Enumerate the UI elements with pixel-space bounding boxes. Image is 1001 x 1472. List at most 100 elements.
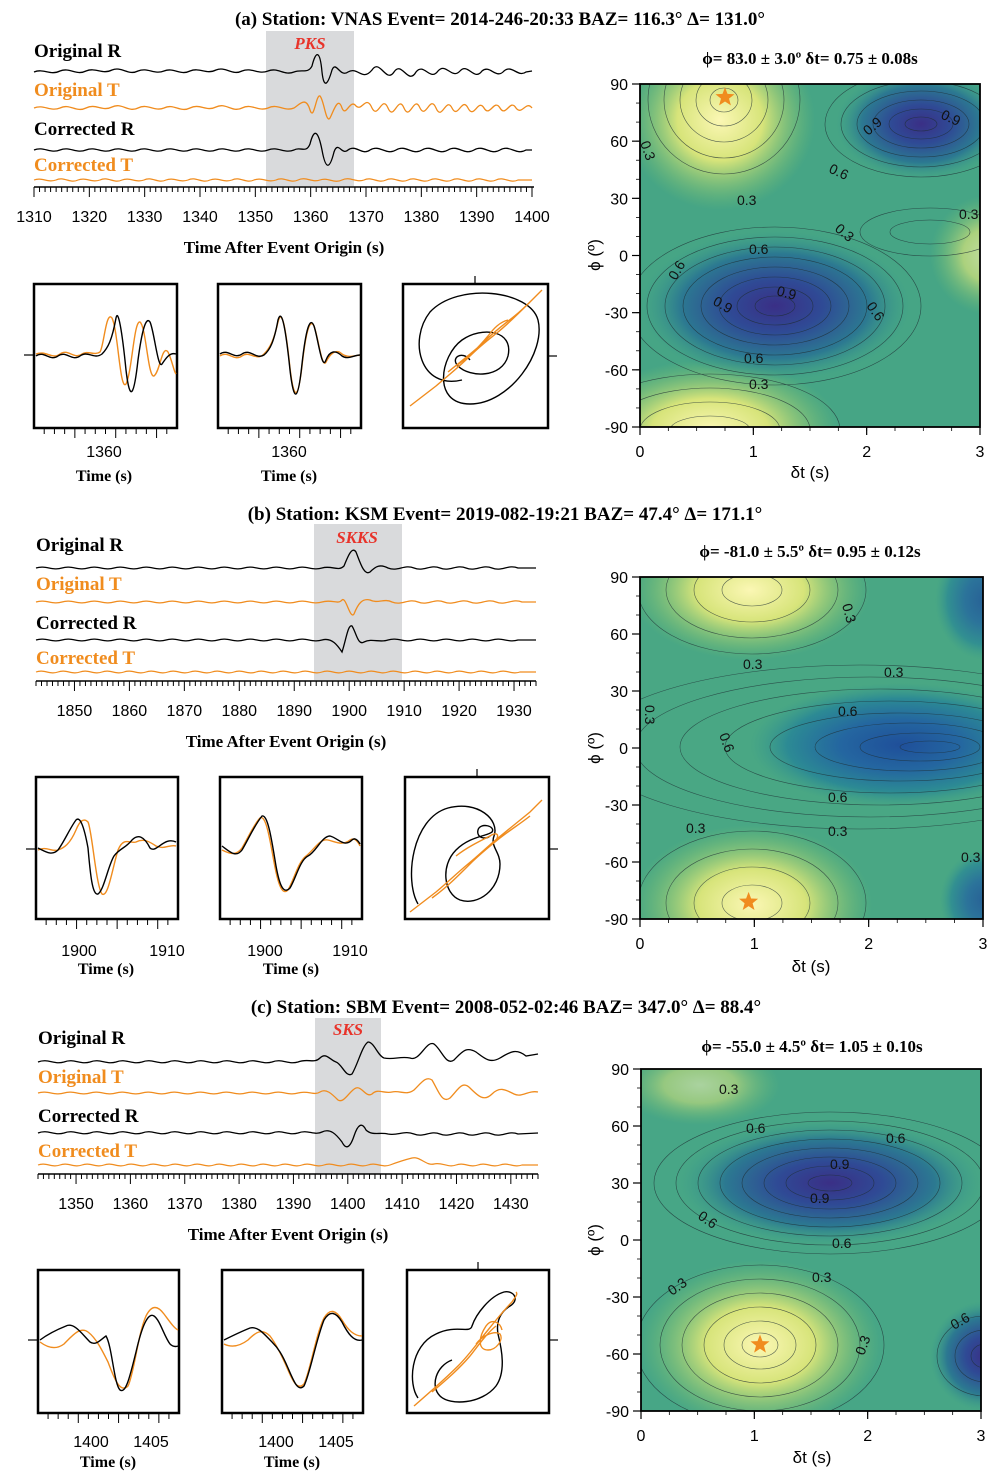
panel-c-time-tick-label: 1350 [58,1196,94,1213]
panel-c-clab-0: 0.3 [719,1081,739,1097]
panel-c-time-tick-label: 1420 [439,1196,475,1213]
panel-c-phi-tick-label: 30 [611,1176,629,1193]
panel-a-time-tick-label: 1370 [348,209,384,226]
panel-a-clab-3: 0.6 [827,160,852,183]
panel-a-phi-tick-label: 60 [610,134,628,151]
panel-c-label-corrected-t: Corrected T [38,1141,137,1162]
panel-b-grid-axes: 90 60 30 0 -30 -60 -90 0 1 2 3 [605,570,988,953]
panel-c-dt-tick-label: 0 [637,1428,646,1445]
panel-a-phi-tick-label: -30 [605,306,628,323]
panel-a-dt-tick-label: 2 [862,444,871,461]
panel-a-particle-motion-corrected [409,289,543,407]
panel-c-time-ticks: 1350 1360 1370 1380 1390 1400 1410 1420 1430 [37,1174,539,1213]
panel-a-trace-corrected-t [33,178,532,182]
panel-c-waveform-corrected-r [223,1312,363,1389]
panel-a-phi-tick-label: 0 [619,249,628,266]
panel-a-grid-axes: 90 60 30 0 -30 -60 -90 0 1 2 3 [605,77,985,461]
panel-b-small2-tick-1910: 1910 [332,943,368,960]
panel-b-particle-motion-corrected [409,799,543,913]
panel-c-waveform-corrected-box [220,1268,365,1415]
panel-b-waveform-corrected-t [221,817,361,893]
panel-c-label-original-r: Original R [38,1028,125,1049]
panel-b-particle-motion-original [410,805,501,905]
panel-c-clab-4: 0.9 [810,1190,830,1206]
panel-b-contour-labels: 0.3 0.3 0.3 0.3 0.6 0.6 0.6 0.3 0.3 0.3 [642,602,981,865]
panel-a-clab-7: 0.6 [749,241,769,257]
panel-a-trace-original-t [33,95,533,120]
panel-b-trace-original-r [35,549,536,574]
panel-b-time-tick-label: 1920 [441,703,477,720]
panel-a-xlabel: Time After Event Origin (s) [184,238,385,257]
panel-a-clab-4: 0.3 [737,192,757,208]
panel-b-trace-corrected-r [35,625,536,654]
panel-a-clab-2: 0.9 [939,106,964,129]
panel-c-trace-corrected-t [37,1157,538,1167]
panel-a-dt-tick-label: 1 [749,444,758,461]
panel-c-particle-motion-original [411,1291,516,1403]
panel-c-phi-tick-label: -60 [606,1347,629,1364]
panel-b-time-ticks: 1850 1860 1870 1880 1890 1900 1910 1920 1930 [35,681,537,720]
panel-a-dt-tick-label: 0 [636,444,645,461]
panel-a-clab-13: 0.3 [749,376,769,392]
panel-b-dt-tick-label: 2 [864,936,873,953]
panel-b-clab-2: 0.3 [884,664,904,680]
panel-b-small1-xlabel: Time (s) [78,961,134,978]
panel-b-time-tick-label: 1850 [57,703,93,720]
panel-b-phi-tick-label: 60 [610,627,628,644]
panel-c-small2-ticks [231,1413,354,1423]
panel-a-clab-0: 0.3 [637,139,659,163]
panel-a-label-original-t: Original T [34,80,120,101]
panel-c-clab-9: 0.3 [852,1333,874,1357]
panel-c-time-tick-label: 1390 [276,1196,312,1213]
panel-a-time-tick-label: 1400 [514,209,550,226]
panel-b-label-corrected-t: Corrected T [36,648,135,669]
panel-c-particle-motion-corrected [413,1291,518,1407]
panel-a-trace-corrected-r [33,132,532,166]
panel-c-grid-xlabel: δt (s) [793,1448,832,1467]
panel-c-grid-ylabel: ϕ (º) [585,1224,604,1256]
panel-a-grid-xlabel: δt (s) [791,463,830,482]
panel-c-small1-tick-1400: 1400 [73,1434,109,1451]
panel-c-time-tick-label: 1410 [384,1196,420,1213]
panel-c-label-original-t: Original T [38,1067,124,1088]
panel-b-dt-tick-label: 3 [979,936,988,953]
panel-b-small1-ticks [45,919,169,929]
panel-b-small1-tick-1910: 1910 [149,943,185,960]
panel-b-time-tick-label: 1880 [221,703,257,720]
panel-c-waveform-corrected-t [223,1310,363,1387]
panel-b-particle-motion-box [403,775,551,921]
panel-b-small2-ticks [229,919,353,929]
panel-a-waveform-original-r [35,315,177,393]
panel-c-dt-tick-label: 3 [977,1428,986,1445]
panel-a-small2-ticks [227,428,352,438]
panel-c-time-tick-label: 1370 [167,1196,203,1213]
panel-a-best-fit-star [715,87,735,106]
panel-c: (c) Station: SBM Event= 2008-052-02:46 B… [28,997,986,1471]
panel-b-phase-window [314,524,402,680]
panel-c-xlabel: Time After Event Origin (s) [188,1225,389,1244]
panel-b-phi-tick-label: -90 [605,912,628,929]
panel-c-phi-tick-label: 60 [611,1119,629,1136]
panel-c-grid-axes: 90 60 30 0 -30 -60 -90 0 1 2 3 [606,1062,986,1445]
panel-b-waveform-corrected-r [221,815,361,891]
panel-a-trace-original-r [33,54,533,84]
panel-b-energy-map [640,577,983,919]
panel-c-label-corrected-r: Corrected R [38,1106,139,1127]
panel-b-phase-label: SKKS [336,528,378,547]
panel-a-time-tick-label: 1390 [459,209,495,226]
panel-b-dt-tick-label: 1 [750,936,759,953]
panel-a-label-corrected-t: Corrected T [34,155,133,176]
panel-b-grid-title: ϕ= -81.0 ± 5.5º δt= 0.95 ± 0.12s [699,542,921,561]
panel-c-clab-8: 0.3 [812,1269,832,1285]
panel-b-label-original-t: Original T [36,574,122,595]
panel-a-phi-tick-label: 30 [610,191,628,208]
panel-b-title: (b) Station: KSM Event= 2019-082-19:21 B… [248,504,763,525]
panel-b-phi-tick-label: 0 [619,741,628,758]
panel-a-grid-ylabel: ϕ (º) [585,239,604,271]
panel-a-time-tick-label: 1320 [72,209,108,226]
panel-a-clab-6: 0.3 [959,206,979,222]
panel-c-small1-ticks [47,1413,170,1423]
panel-b-phi-tick-label: -60 [605,855,628,872]
panel-a-phi-tick-label: -90 [605,420,628,437]
panel-a-waveform-corrected-t [219,316,361,394]
